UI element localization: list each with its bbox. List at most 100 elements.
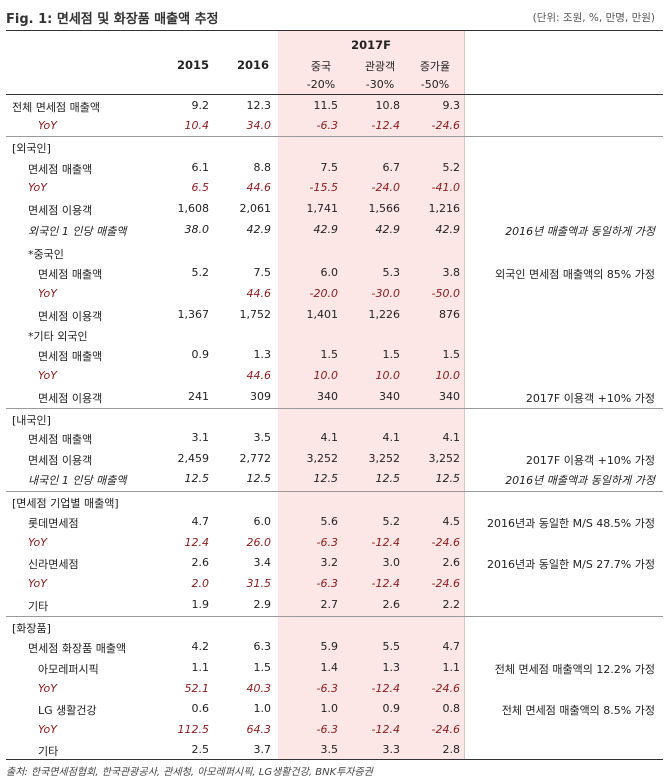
cell-v2016: 31.5 [246,577,272,590]
cell-s3: 9.3 [442,99,461,112]
cell-s1: 12.5 [313,472,339,485]
section-divider [6,136,663,137]
cell-s2: 5.2 [382,515,401,528]
cell-s1: 10.0 [313,369,339,382]
cell-v2016: 1.5 [253,661,272,674]
cell-s2: 1.5 [382,348,401,361]
cell-v2016: 40.3 [246,682,272,695]
cell-s1: -20.0 [309,287,338,300]
row-label: YoY [28,577,47,590]
cell-v2016: 8.8 [253,161,272,174]
cell-v2015: 12.4 [184,536,210,549]
table-row: *기타 외국인 [0,325,669,345]
row-label: 면세점 매출액 [38,350,103,363]
cell-v2016: 44.6 [246,287,272,300]
row-note: 2017F 이용객 +10% 가정 [525,392,655,405]
table-row: [화장품] [0,617,669,637]
cell-v2016: 34.0 [246,119,272,132]
cell-v2016: 1,752 [239,308,272,321]
table-row: 면세점 이용객 1,367 1,752 1,401 1,226 876 [0,305,669,325]
row-label: 면세점 이용객 [38,310,103,323]
cell-v2015: 2.0 [191,577,210,590]
cell-v2015: 1,608 [177,202,210,215]
row-label: 면세점 이용객 [28,204,93,217]
cell-v2016: 6.3 [253,640,272,653]
cell-s1: 2.7 [320,598,339,611]
row-label: 기타 [38,745,59,758]
cell-s1: 42.9 [313,223,339,236]
cell-s1: 11.5 [313,99,339,112]
cell-v2015: 1.9 [191,598,210,611]
cell-s2: 3.0 [382,556,401,569]
cell-s2: -12.4 [371,119,400,132]
table-row: 면세점 이용객 241 309 340 340 340 2017F 이용객 +10% 가정 [0,387,669,407]
cell-s1: 3.2 [320,556,339,569]
table-row: 기타 2.5 3.7 3.5 3.3 2.8 [0,740,669,760]
cell-v2015: 1,367 [177,308,210,321]
cell-s3: 42.9 [435,223,461,236]
row-note: 전체 면세점 매출액의 8.5% 가정 [501,704,655,717]
row-label: 면세점 화장품 매출액 [28,642,127,655]
table-row: [외국인] [0,137,669,157]
table-row: YoY 2.0 31.5 -6.3 -12.4 -24.6 [0,574,669,594]
row-label: [외국인] [12,142,51,155]
cell-v2015: 6.1 [191,161,210,174]
cell-s3: 4.5 [442,515,461,528]
row-note: 외국인 면세점 매출액의 85% 가정 [495,268,655,281]
cell-v2016: 44.6 [246,181,272,194]
table-row: [내국인] [0,409,669,429]
cell-s1: 340 [317,390,338,403]
cell-v2016: 42.9 [246,223,272,236]
cell-s1: 1.4 [320,661,339,674]
cell-s3: 4.1 [442,431,461,444]
cell-s1: -6.3 [316,577,338,590]
cell-v2015: 5.2 [191,266,210,279]
row-label: 면세점 이용객 [28,454,93,467]
cell-v2016: 309 [250,390,271,403]
cell-s1: 4.1 [320,431,339,444]
cell-s2: 42.9 [375,223,401,236]
cell-s3: 0.8 [442,702,461,715]
cell-s2: 3,252 [368,452,401,465]
cell-s1: 1.5 [320,348,339,361]
cell-v2016: 2.9 [253,598,272,611]
cell-s1: 3,252 [306,452,339,465]
cell-s2: 10.0 [375,369,401,382]
cell-s3: 1.1 [442,661,461,674]
row-label: [화장품] [12,622,51,635]
cell-v2016: 26.0 [246,536,272,549]
cell-s3: 4.7 [442,640,461,653]
table-row: YoY 112.5 64.3 -6.3 -12.4 -24.6 [0,720,669,740]
cell-s2: -30.0 [371,287,400,300]
row-label: 면세점 매출액 [28,163,93,176]
table-row: YoY 44.6 10.0 10.0 10.0 [0,366,669,386]
cell-v2016: 1.3 [253,348,272,361]
cell-s1: 3.5 [320,743,339,756]
table-row: YoY 12.4 26.0 -6.3 -12.4 -24.6 [0,533,669,553]
section-divider [6,616,663,617]
cell-s2: 12.5 [375,472,401,485]
cell-v2015: 241 [188,390,209,403]
header-pct-1: -20% [306,78,336,91]
table-row: 롯데면세점 4.7 6.0 5.6 5.2 4.5 2016년과 동일한 M/S 48.5%… [0,512,669,532]
row-label: [면세점 기업별 매출액] [12,497,119,510]
cell-s1: 7.5 [320,161,339,174]
cell-s1: -6.3 [316,682,338,695]
table-row: 내국인 1 인당 매출액 12.5 12.5 12.5 12.5 12.5 2016년 매출… [0,469,669,489]
figure-title: Fig. 1: 면세점 및 화장품 매출액 추정 [6,12,219,27]
cell-s3: 2.8 [442,743,461,756]
cell-s2: 10.8 [375,99,401,112]
cell-s2: -12.4 [371,577,400,590]
cell-s3: 12.5 [435,472,461,485]
table-row: 신라면세점 2.6 3.4 3.2 3.0 2.6 2016년과 동일한 M/S 27.7%… [0,553,669,573]
cell-s3: 2.2 [442,598,461,611]
cell-v2016: 3.4 [253,556,272,569]
row-label: [내국인] [12,414,51,427]
cell-s1: 1,741 [306,202,339,215]
forecast-2017-highlight [278,31,464,759]
row-note: 2016년과 동일한 M/S 48.5% 가정 [487,517,655,530]
cell-s1: 5.9 [320,640,339,653]
unit-label: (단위: 조원, %, 만명, 만원) [532,12,655,24]
row-note: 전체 면세점 매출액의 12.2% 가정 [494,663,655,676]
cell-v2015: 0.9 [191,348,210,361]
